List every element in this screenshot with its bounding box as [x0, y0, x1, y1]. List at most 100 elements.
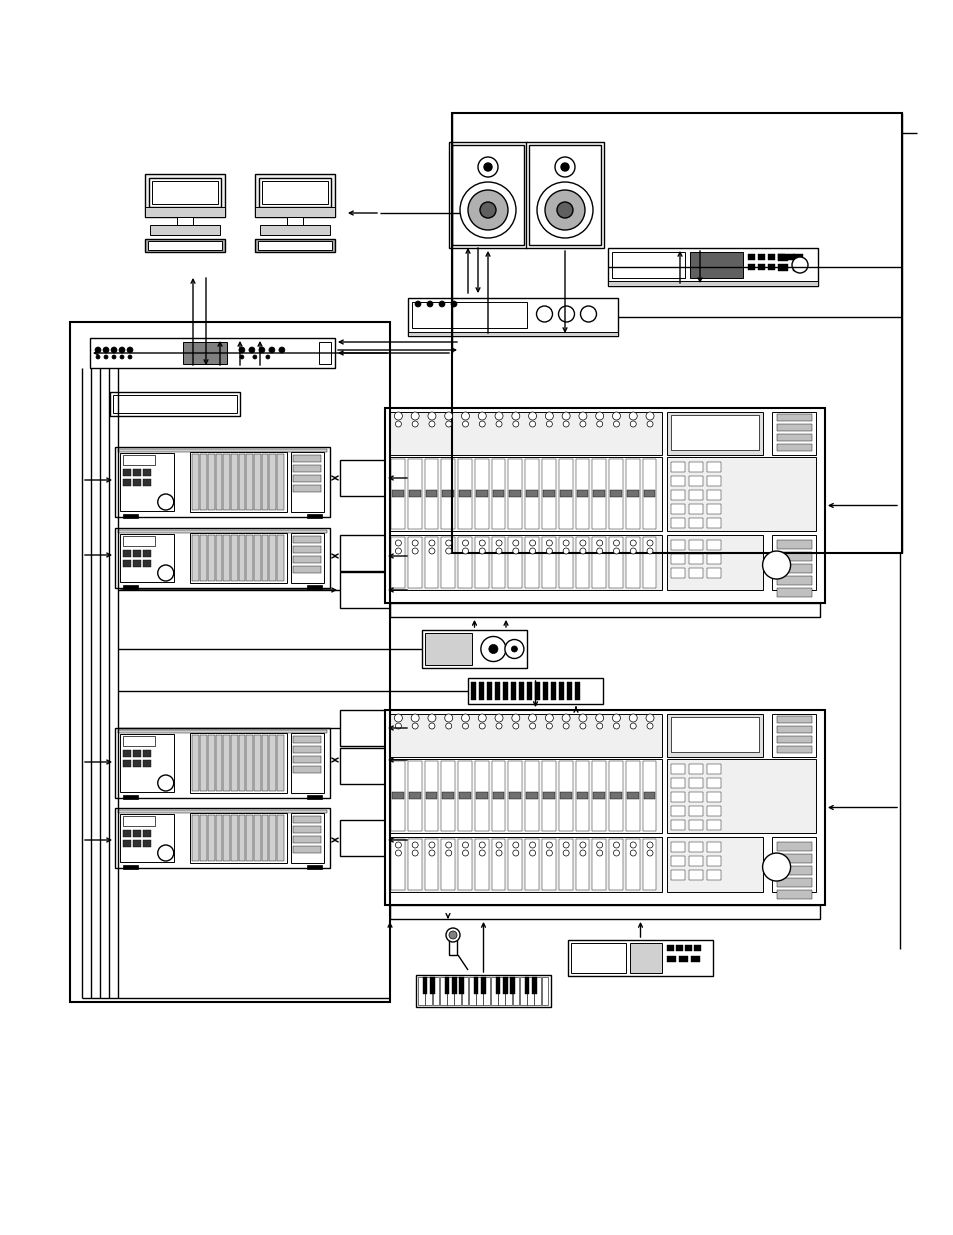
Bar [190, 813, 287, 863]
Bar [458, 977, 463, 994]
Bar [758, 264, 764, 270]
Bar [535, 682, 539, 700]
Bar [666, 956, 675, 962]
Circle shape [157, 845, 173, 861]
Bar [532, 977, 537, 994]
Bar [417, 977, 424, 1005]
Circle shape [555, 157, 575, 177]
Bar [642, 537, 656, 588]
Circle shape [496, 842, 501, 848]
Circle shape [449, 931, 456, 939]
Bar [253, 535, 260, 580]
Bar [688, 792, 702, 802]
Bar [491, 459, 505, 529]
Bar [294, 536, 321, 543]
Bar [407, 537, 421, 588]
Circle shape [645, 412, 654, 420]
Bar [123, 585, 138, 589]
Bar [390, 905, 820, 919]
Circle shape [95, 347, 101, 353]
Circle shape [157, 776, 173, 790]
Bar [666, 412, 762, 454]
Circle shape [546, 850, 552, 856]
Bar [767, 254, 774, 261]
Bar [478, 682, 483, 700]
Bar [625, 459, 639, 529]
Bar [670, 778, 684, 788]
Bar [110, 391, 240, 416]
Bar [149, 178, 221, 206]
Bar [200, 535, 207, 580]
Bar [425, 490, 436, 498]
Bar [294, 766, 321, 773]
Bar [132, 840, 141, 847]
Bar [425, 977, 432, 1005]
Bar [407, 761, 421, 831]
Bar [190, 452, 287, 513]
Bar [792, 254, 802, 261]
Bar [505, 977, 512, 1005]
Circle shape [412, 722, 417, 729]
Bar [486, 682, 492, 700]
Circle shape [429, 421, 435, 427]
Bar [123, 760, 131, 767]
Bar [294, 846, 321, 853]
Circle shape [529, 421, 535, 427]
Bar [593, 490, 604, 498]
Bar [442, 792, 454, 799]
Bar [277, 454, 284, 510]
Bar [123, 479, 131, 487]
Bar [666, 457, 816, 531]
Bar [458, 792, 471, 799]
Bar [643, 490, 655, 498]
Circle shape [646, 548, 652, 555]
Bar [424, 537, 437, 588]
Bar [576, 792, 588, 799]
Circle shape [412, 421, 417, 427]
Bar [123, 795, 138, 799]
Bar [508, 839, 521, 889]
Bar [145, 206, 225, 216]
Bar [706, 475, 720, 485]
Bar [592, 761, 605, 831]
Bar [132, 760, 141, 767]
Bar [509, 490, 520, 498]
Bar [307, 864, 322, 869]
Circle shape [562, 421, 569, 427]
Bar [706, 568, 720, 578]
Bar [115, 808, 330, 868]
Bar [190, 534, 287, 583]
Bar [670, 517, 684, 527]
Bar [670, 475, 684, 485]
Bar [542, 792, 554, 799]
Bar [294, 466, 321, 472]
Bar [123, 840, 131, 847]
Bar [510, 977, 515, 994]
Circle shape [596, 548, 602, 555]
Bar [688, 540, 702, 550]
Bar [132, 830, 141, 837]
Bar [469, 977, 476, 1005]
Bar [776, 445, 811, 451]
Circle shape [596, 540, 602, 546]
Bar [542, 682, 547, 700]
Bar [422, 977, 427, 994]
Circle shape [596, 421, 602, 427]
Circle shape [266, 354, 270, 359]
Bar [441, 839, 455, 889]
Bar [509, 792, 520, 799]
Bar [771, 837, 816, 892]
Circle shape [258, 347, 265, 353]
Bar [254, 174, 335, 216]
Bar [262, 182, 328, 204]
Bar [787, 254, 794, 261]
Bar [208, 535, 214, 580]
Bar [541, 839, 556, 889]
Circle shape [646, 421, 652, 427]
Bar [519, 977, 526, 1005]
Circle shape [478, 850, 485, 856]
Bar [542, 490, 554, 498]
Bar [541, 977, 548, 1005]
Bar [670, 540, 684, 550]
Bar [277, 535, 284, 580]
